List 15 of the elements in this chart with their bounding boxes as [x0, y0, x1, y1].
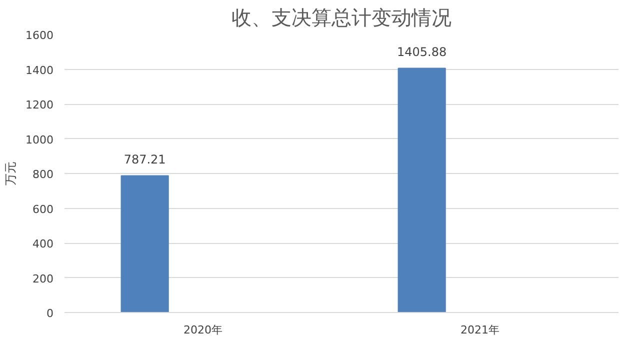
y-tick-label: 400	[32, 238, 54, 250]
y-tick-label: 1400	[26, 64, 54, 77]
y-tick-label: 200	[32, 272, 54, 286]
x-tick-label: 2021年	[460, 324, 500, 336]
x-tick-label: 2020年	[184, 324, 223, 336]
y-axis-title: 万元	[4, 162, 18, 186]
y-tick-label: 1000	[26, 133, 54, 146]
data-label: 787.21	[124, 152, 166, 167]
data-label: 1405.88	[397, 45, 447, 60]
y-tick-label: 800	[32, 168, 54, 181]
y-tick-label: 1200	[26, 98, 54, 112]
y-tick-label: 1600	[26, 29, 54, 42]
y-tick-label: 600	[32, 202, 54, 216]
y-tick-label: 0	[46, 307, 54, 320]
chart-title: 收、支决算总计变动情况	[232, 8, 452, 30]
